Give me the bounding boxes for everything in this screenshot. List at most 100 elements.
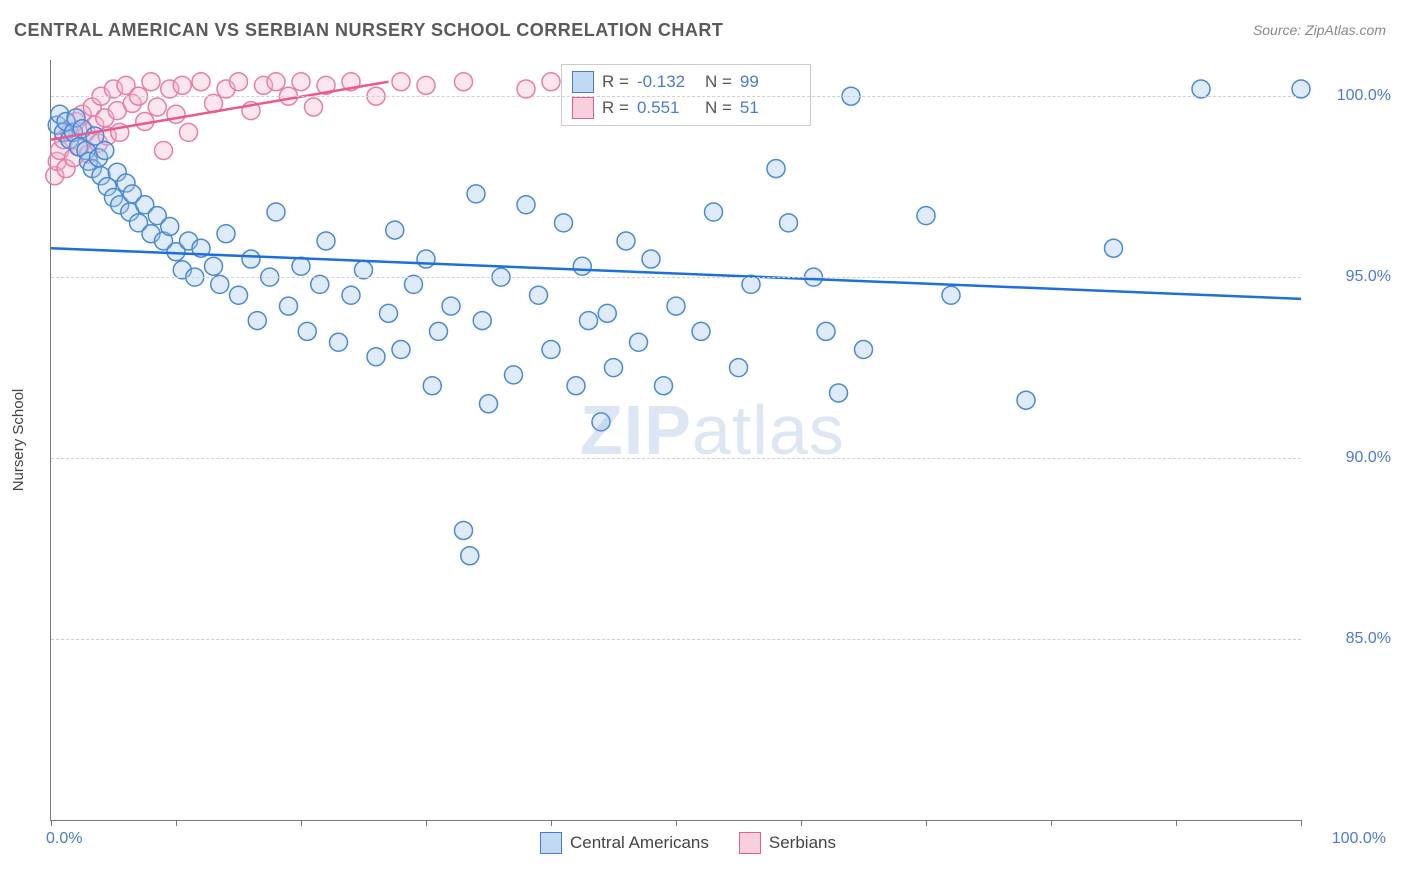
data-point-blue — [242, 250, 260, 268]
plot-area: R = -0.132 N = 99 R = 0.551 N = 51 85.0%… — [50, 60, 1301, 821]
data-point-blue — [573, 257, 591, 275]
y-tick-label: 85.0% — [1311, 630, 1391, 648]
r-label: R = — [602, 72, 629, 92]
n-value-pink: 51 — [740, 98, 800, 118]
data-point-blue — [473, 312, 491, 330]
data-point-blue — [1017, 391, 1035, 409]
data-point-blue — [248, 312, 266, 330]
y-tick-label: 100.0% — [1311, 87, 1391, 105]
data-point-pink — [305, 98, 323, 116]
data-point-blue — [317, 232, 335, 250]
x-tick-mark — [1051, 820, 1052, 826]
data-point-blue — [205, 257, 223, 275]
data-point-blue — [642, 250, 660, 268]
source-value: ZipAtlas.com — [1305, 22, 1386, 38]
data-point-blue — [580, 312, 598, 330]
source-label: Source: — [1253, 22, 1301, 38]
data-point-blue — [330, 333, 348, 351]
data-point-blue — [517, 196, 535, 214]
legend-swatch-pink — [572, 97, 594, 119]
data-point-blue — [1105, 239, 1123, 257]
data-point-blue — [592, 413, 610, 431]
legend-row-pink: R = 0.551 N = 51 — [572, 95, 800, 121]
y-axis-title: Nursery School — [10, 389, 27, 492]
data-point-blue — [367, 348, 385, 366]
n-label: N = — [705, 72, 732, 92]
r-value-blue: -0.132 — [637, 72, 697, 92]
data-point-pink — [267, 73, 285, 91]
data-point-pink — [148, 98, 166, 116]
data-point-blue — [280, 297, 298, 315]
data-point-blue — [217, 225, 235, 243]
legend-swatch-blue — [572, 71, 594, 93]
n-label: N = — [705, 98, 732, 118]
data-point-blue — [161, 217, 179, 235]
data-point-blue — [442, 297, 460, 315]
data-point-blue — [267, 203, 285, 221]
x-tick-mark — [51, 820, 52, 826]
x-tick-label-min: 0.0% — [46, 830, 82, 848]
data-point-blue — [605, 359, 623, 377]
data-point-blue — [392, 341, 410, 359]
data-point-blue — [855, 341, 873, 359]
data-point-blue — [917, 207, 935, 225]
data-point-pink — [180, 123, 198, 141]
r-label: R = — [602, 98, 629, 118]
data-point-blue — [655, 377, 673, 395]
x-tick-mark — [551, 820, 552, 826]
data-point-pink — [192, 73, 210, 91]
x-tick-mark — [426, 820, 427, 826]
data-point-blue — [342, 286, 360, 304]
x-tick-mark — [1301, 820, 1302, 826]
data-point-blue — [298, 322, 316, 340]
x-tick-mark — [301, 820, 302, 826]
data-point-blue — [830, 384, 848, 402]
legend-swatch-blue-icon — [540, 832, 562, 854]
x-tick-mark — [676, 820, 677, 826]
data-point-pink — [142, 73, 160, 91]
r-value-pink: 0.551 — [637, 98, 697, 118]
data-point-blue — [417, 250, 435, 268]
data-point-pink — [392, 73, 410, 91]
x-tick-mark — [1176, 820, 1177, 826]
x-tick-mark — [801, 820, 802, 826]
data-point-blue — [455, 521, 473, 539]
x-tick-label-max: 100.0% — [1332, 830, 1386, 848]
gridline-h — [51, 277, 1301, 278]
data-point-blue — [386, 221, 404, 239]
data-point-blue — [667, 297, 685, 315]
data-point-blue — [630, 333, 648, 351]
scatter-svg — [51, 60, 1301, 820]
data-point-blue — [230, 286, 248, 304]
data-point-blue — [530, 286, 548, 304]
data-point-blue — [480, 395, 498, 413]
data-point-blue — [705, 203, 723, 221]
data-point-blue — [730, 359, 748, 377]
legend-swatch-pink-icon — [739, 832, 761, 854]
series-legend: Central Americans Serbians — [540, 832, 836, 854]
data-point-pink — [542, 73, 560, 91]
legend-item-blue: Central Americans — [540, 832, 709, 854]
data-point-blue — [542, 341, 560, 359]
legend-row-blue: R = -0.132 N = 99 — [572, 69, 800, 95]
data-point-blue — [292, 257, 310, 275]
data-point-blue — [817, 322, 835, 340]
source-attribution: Source: ZipAtlas.com — [1253, 22, 1386, 38]
y-tick-label: 95.0% — [1311, 268, 1391, 286]
data-point-blue — [505, 366, 523, 384]
data-point-blue — [467, 185, 485, 203]
data-point-blue — [555, 214, 573, 232]
x-tick-mark — [926, 820, 927, 826]
data-point-blue — [942, 286, 960, 304]
correlation-legend: R = -0.132 N = 99 R = 0.551 N = 51 — [561, 64, 811, 126]
data-point-blue — [692, 322, 710, 340]
data-point-blue — [598, 304, 616, 322]
y-tick-label: 90.0% — [1311, 449, 1391, 467]
legend-item-pink: Serbians — [739, 832, 836, 854]
legend-label-pink: Serbians — [769, 833, 836, 853]
data-point-blue — [423, 377, 441, 395]
data-point-pink — [292, 73, 310, 91]
data-point-blue — [780, 214, 798, 232]
data-point-blue — [567, 377, 585, 395]
legend-label-blue: Central Americans — [570, 833, 709, 853]
